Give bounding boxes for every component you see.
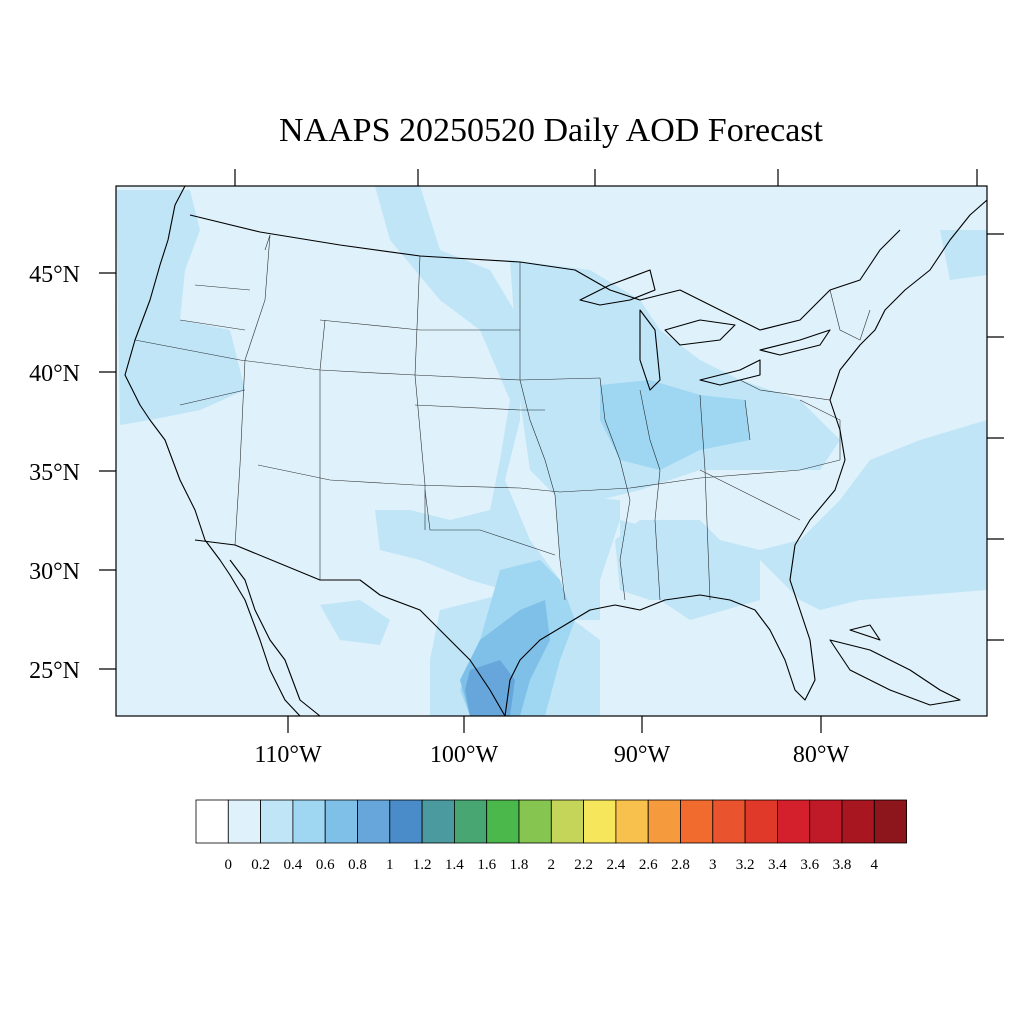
colorbar-label: 0.6 (316, 857, 335, 873)
lat-label: 45°N (29, 262, 80, 288)
aod-region-ohio-valley (600, 380, 750, 470)
colorbar-label: 0.4 (284, 857, 303, 873)
colorbar-label: 0.2 (251, 857, 270, 873)
lat-label: 40°N (29, 361, 80, 387)
colorbar-label: 2.8 (671, 857, 690, 873)
map-ticks (99, 169, 1004, 733)
colorbar-box (357, 799, 391, 844)
colorbar: 0 0.2 0.4 0.6 0.8 1 1.2 1.4 1.6 1.8 2 2.2 2.4 2.6 2.8 3… (195, 799, 907, 873)
colorbar-box (680, 799, 714, 844)
colorbar-boxes (195, 799, 907, 844)
colorbar-box (227, 799, 262, 844)
aod-region-mexico-west (320, 600, 390, 645)
mexico-border (194, 539, 506, 716)
aod-field (116, 186, 987, 716)
colorbar-box (744, 799, 778, 844)
colorbar-box (486, 799, 520, 844)
colorbar-box (550, 799, 584, 844)
colorbar-label: 2.6 (639, 857, 658, 873)
coastlines-and-borders (124, 186, 987, 716)
colorbar-box (841, 799, 875, 844)
baja-gulf-line (229, 559, 321, 716)
colorbar-box (777, 799, 811, 844)
lat-label: 35°N (29, 460, 80, 486)
lon-labels: 110°W 100°W 90°W 80°W (254, 742, 849, 768)
colorbar-box (518, 799, 552, 844)
lon-label: 90°W (614, 742, 671, 768)
great-lakes (579, 269, 831, 391)
aod-region-northeast (940, 230, 987, 280)
colorbar-label: 3 (709, 857, 717, 873)
map-panel: 110°W 100°W 90°W 80°W 45°N 40°N 35°N 30°… (29, 169, 1004, 768)
colorbar-label: 0 (225, 857, 233, 873)
colorbar-label: 3.4 (768, 857, 787, 873)
colorbar-box (195, 799, 229, 844)
lon-label: 110°W (254, 742, 322, 768)
colorbar-box (453, 799, 488, 844)
colorbar-labels: 0 0.2 0.4 0.6 0.8 1 1.2 1.4 1.6 1.8 2 2.2 2.4 2.6 2.8 3… (225, 857, 879, 873)
west-coast-line (124, 186, 301, 716)
colorbar-label: 2.2 (574, 857, 593, 873)
aod-region-northwest (116, 190, 245, 425)
lon-label: 80°W (793, 742, 850, 768)
colorbar-box (324, 799, 358, 844)
colorbar-label: 3.2 (736, 857, 755, 873)
lat-labels: 45°N 40°N 35°N 30°N 25°N (29, 262, 80, 684)
colorbar-box (260, 799, 294, 844)
colorbar-box (389, 799, 423, 844)
aod-region-plains (375, 186, 560, 600)
figure-title: NAAPS 20250520 Daily AOD Forecast (279, 112, 824, 149)
colorbar-box (873, 799, 907, 844)
gulf-coast-line (504, 199, 987, 716)
colorbar-label: 1.2 (413, 857, 432, 873)
state-borders (134, 234, 871, 601)
florida-keys-cuba (829, 624, 961, 706)
colorbar-label: 1 (386, 857, 394, 873)
lon-label: 100°W (430, 742, 499, 768)
aod-region-great-lakes (510, 260, 840, 500)
colorbar-label: 2 (548, 857, 556, 873)
colorbar-label: 1.6 (477, 857, 496, 873)
colorbar-label: 0.8 (348, 857, 367, 873)
map-frame (115, 185, 988, 717)
colorbar-box (583, 799, 617, 844)
aod-region-southeast-coast (615, 520, 760, 600)
colorbar-box (615, 799, 649, 844)
colorbar-box (647, 799, 681, 844)
colorbar-box (712, 799, 746, 844)
colorbar-label: 2.4 (607, 857, 626, 873)
colorbar-label: 1.8 (510, 857, 529, 873)
lat-label: 30°N (29, 559, 80, 585)
colorbar-label: 3.6 (800, 857, 819, 873)
aod-region-mexico-peak (465, 660, 515, 716)
canada-border (189, 214, 901, 331)
lat-label: 25°N (29, 658, 80, 684)
colorbar-label: 4 (871, 857, 879, 873)
colorbar-box (809, 799, 843, 844)
colorbar-label: 1.4 (445, 857, 464, 873)
colorbar-label: 3.8 (833, 857, 852, 873)
colorbar-box (292, 799, 326, 844)
colorbar-box (421, 799, 455, 844)
